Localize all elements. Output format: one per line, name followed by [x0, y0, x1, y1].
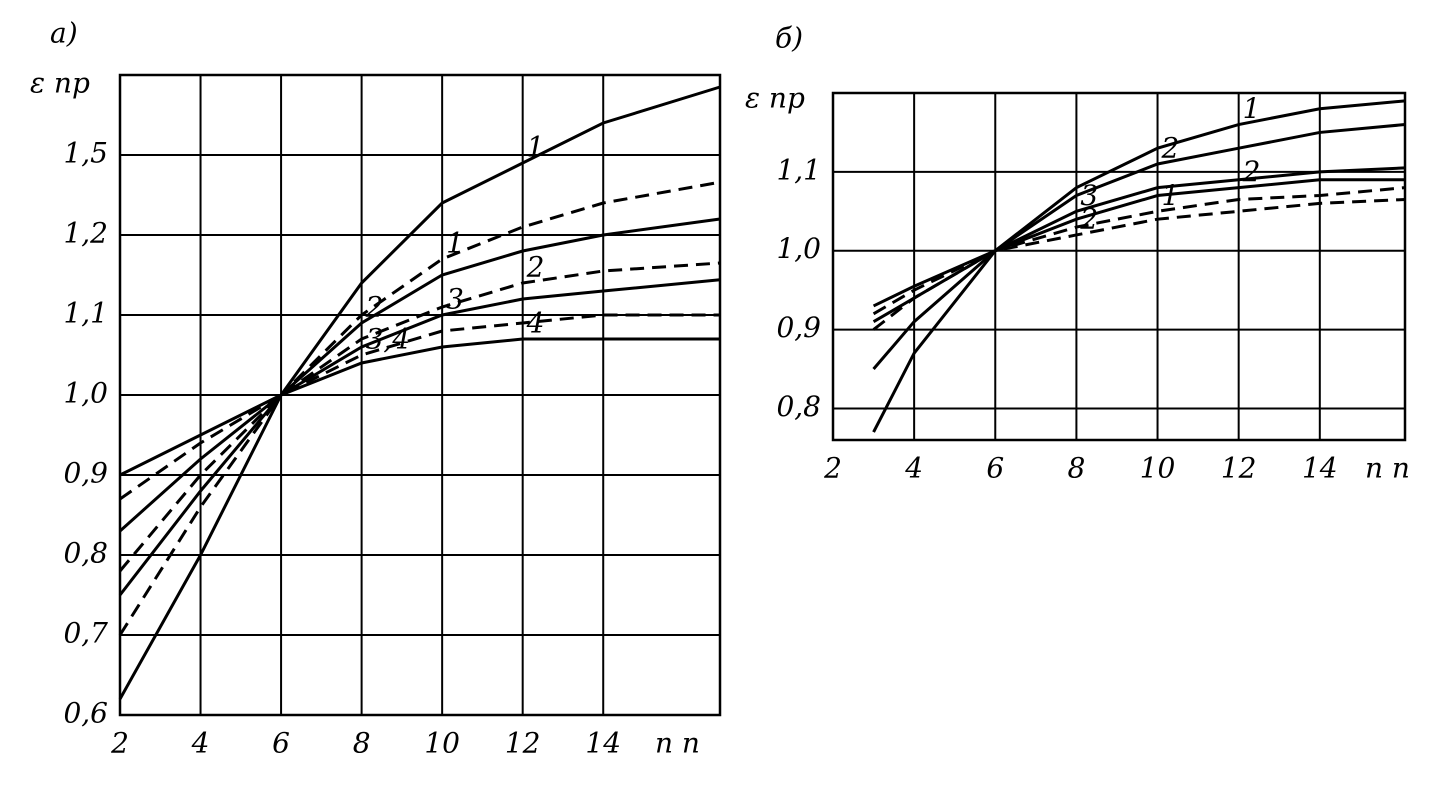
y-tick-label: 0,9: [63, 457, 108, 490]
curve-label: 4: [526, 307, 545, 340]
y-tick-label: 1,0: [63, 377, 108, 410]
x-tick-label: 6: [986, 452, 1004, 485]
curve-label: 3: [1080, 179, 1098, 212]
curve: [119, 337, 720, 477]
y-axis-label: ε пр: [745, 82, 805, 115]
curve: [118, 85, 721, 700]
x-tick-label: 2: [823, 452, 842, 485]
curve: [872, 99, 1406, 433]
curve: [118, 180, 721, 636]
curve: [872, 197, 1406, 331]
x-tick-label: 12: [1221, 452, 1257, 485]
y-axis-label: ε пр: [30, 67, 90, 100]
y-tick-label: 1,0: [776, 232, 821, 265]
curve-label: 1: [446, 227, 464, 260]
y-tick-label: 0,6: [63, 697, 108, 730]
x-tick-label: 6: [272, 727, 290, 760]
curve-label: 2: [365, 291, 384, 324]
curve-label: 3: [446, 283, 464, 316]
y-tick-label: 1,1: [63, 297, 108, 330]
curve-label: 2: [526, 251, 545, 284]
curve: [119, 278, 721, 533]
x-tick-label: 10: [1140, 452, 1176, 485]
curve-label: 1: [527, 131, 545, 164]
y-tick-label: 1,5: [63, 137, 108, 170]
x-tick-label: 12: [505, 727, 541, 760]
y-tick-label: 0,8: [63, 537, 108, 570]
y-tick-label: 0,7: [63, 617, 108, 650]
curve-label: 1: [1162, 179, 1180, 212]
x-tick-label: 2: [110, 727, 129, 760]
x-tick-label: 10: [424, 727, 460, 760]
curve: [872, 166, 1406, 324]
panel-title: б): [775, 22, 803, 55]
curve: [119, 313, 720, 501]
curve: [872, 123, 1406, 370]
curve-label: 3,4: [366, 323, 411, 356]
x-axis-label: n п: [1365, 452, 1410, 485]
curve: [118, 217, 721, 596]
y-tick-label: 0,8: [776, 390, 821, 423]
y-tick-label: 1,2: [63, 217, 108, 250]
x-tick-label: 8: [1067, 452, 1085, 485]
curve-label: 2: [1242, 155, 1261, 188]
curve: [872, 178, 1405, 308]
x-tick-label: 4: [191, 727, 210, 760]
y-tick-label: 0,9: [776, 311, 821, 344]
x-tick-label: 8: [353, 727, 371, 760]
x-tick-label: 14: [1302, 452, 1338, 485]
curve-label: 1: [1243, 92, 1261, 125]
curve-label: 2: [1079, 202, 1098, 235]
panel-title: а): [50, 17, 78, 50]
curve: [118, 261, 721, 572]
x-tick-label: 14: [585, 727, 621, 760]
y-tick-label: 1,1: [776, 153, 821, 186]
x-axis-label: n п: [655, 727, 700, 760]
curve-label: 2: [1161, 131, 1180, 164]
x-tick-label: 4: [904, 452, 923, 485]
